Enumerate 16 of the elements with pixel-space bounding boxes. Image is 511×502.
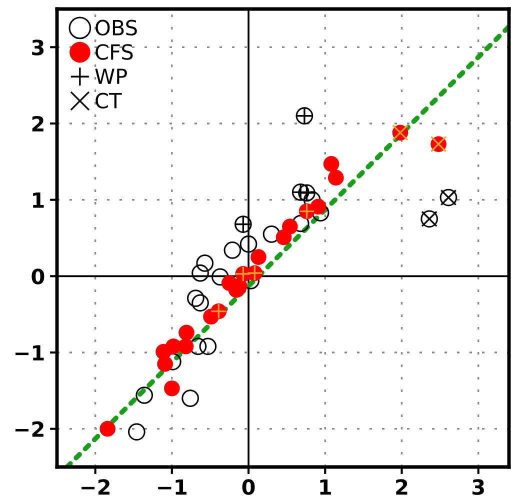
- legend-label: WP: [95, 68, 127, 84]
- x-tick-label: 0: [242, 479, 255, 495]
- x-tick-label: 3: [472, 479, 484, 495]
- x-tick-label: 2: [396, 479, 408, 495]
- y-tick-label: 2: [32, 116, 44, 132]
- y-tick-label: 3: [32, 40, 44, 56]
- y-tick-label: −2: [15, 421, 44, 437]
- legend-label: CFS: [96, 44, 133, 60]
- legend-label: CT: [96, 92, 122, 109]
- x-tick-label: 1: [320, 479, 331, 495]
- legend-label: OBS: [96, 20, 137, 36]
- x-tick-label: −2: [82, 479, 110, 495]
- y-tick-label: −1: [15, 345, 44, 360]
- y-tick-label: 0: [32, 268, 44, 284]
- y-tick-label: 1: [33, 192, 44, 208]
- x-tick-label: −1: [158, 479, 186, 495]
